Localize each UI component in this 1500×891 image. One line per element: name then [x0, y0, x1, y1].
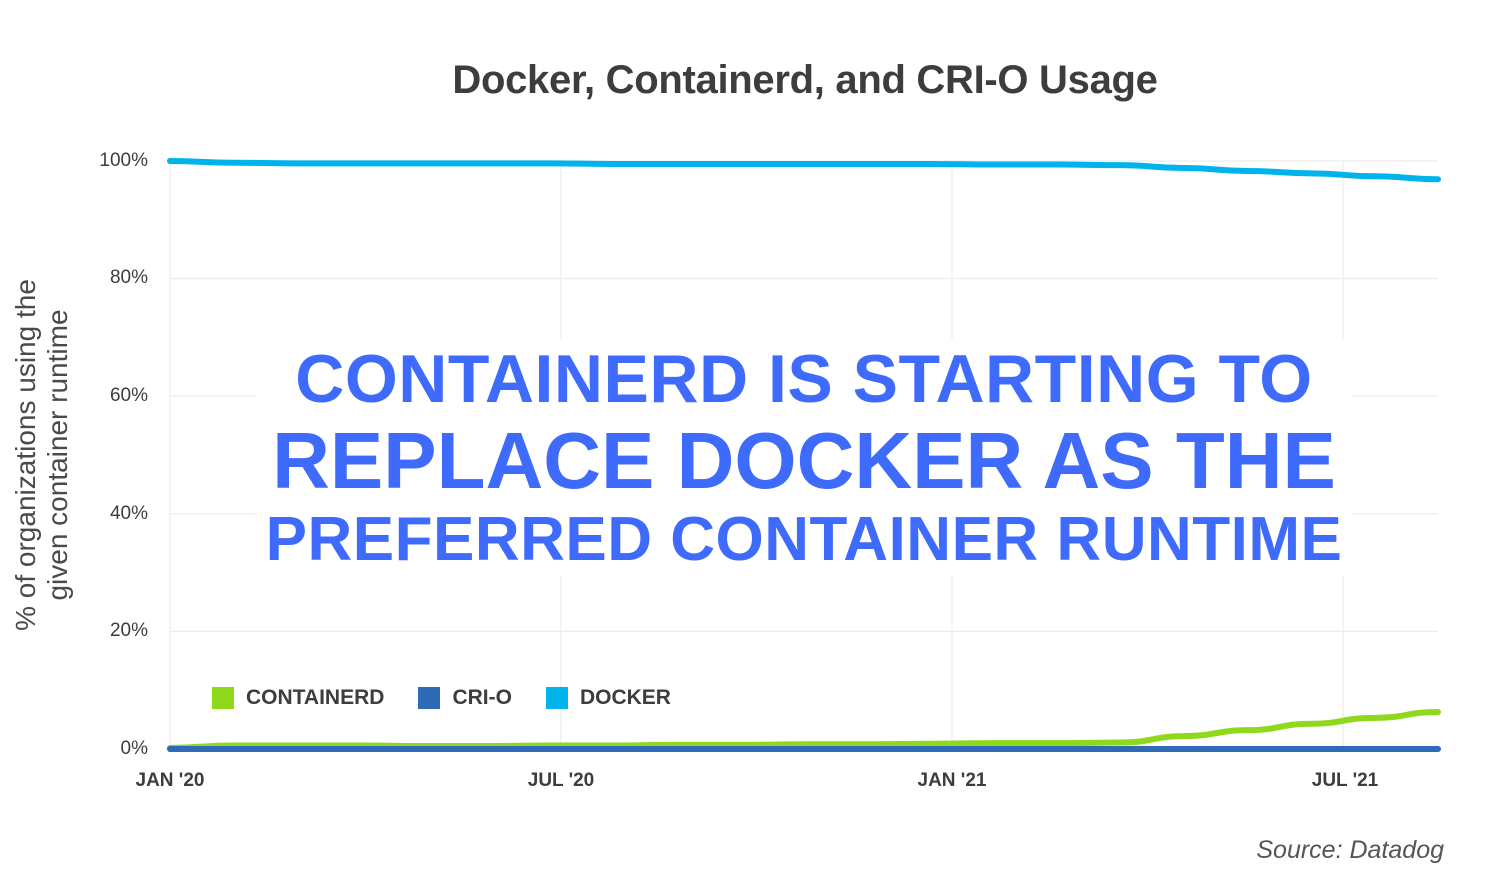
series-line-docker — [167, 158, 1441, 183]
chart-legend: CONTAINERD CRI-O DOCKER — [212, 686, 671, 710]
legend-swatch-cri-o-icon — [418, 687, 441, 709]
legend-item-cri-o[interactable]: CRI-O — [418, 686, 512, 710]
legend-label-containerd: CONTAINERD — [246, 686, 385, 709]
x-tick-jan-21: JAN '21 — [917, 770, 987, 791]
headline-overlay: CONTAINERD IS STARTING TO REPLACE DOCKER… — [255, 340, 1353, 575]
legend-swatch-docker-icon — [545, 687, 568, 709]
headline-line-3: PREFERRED CONTAINER RUNTIME — [265, 504, 1343, 574]
x-tick-jul-20: JUL '20 — [527, 770, 595, 791]
legend-item-docker[interactable]: DOCKER — [545, 686, 671, 710]
chart-title: Docker, Containerd, and CRI-O Usage — [452, 58, 1158, 102]
legend-swatch-containerd-icon — [212, 687, 234, 709]
headline-line-2: REPLACE DOCKER AS THE — [272, 415, 1336, 505]
y-tick-100: 100% — [99, 150, 148, 171]
series-lines — [167, 158, 1441, 753]
y-tick-40: 40% — [109, 503, 148, 524]
legend-label-docker: DOCKER — [579, 686, 671, 709]
x-tick-jan-20: JAN '20 — [135, 770, 205, 791]
y-tick-60: 60% — [109, 385, 148, 406]
y-tick-80: 80% — [109, 267, 148, 288]
legend-item-containerd[interactable]: CONTAINERD — [212, 686, 384, 710]
headline-line-1: CONTAINERD IS STARTING TO — [295, 340, 1313, 417]
x-tick-jul-21: JUL '21 — [1311, 770, 1379, 791]
source-note: Source: Datadog — [1256, 836, 1444, 864]
legend-label-cri-o: CRI-O — [452, 686, 512, 709]
y-tick-0: 0% — [120, 738, 148, 759]
y-tick-20: 20% — [109, 620, 148, 641]
series-line-containerd — [167, 708, 1441, 751]
